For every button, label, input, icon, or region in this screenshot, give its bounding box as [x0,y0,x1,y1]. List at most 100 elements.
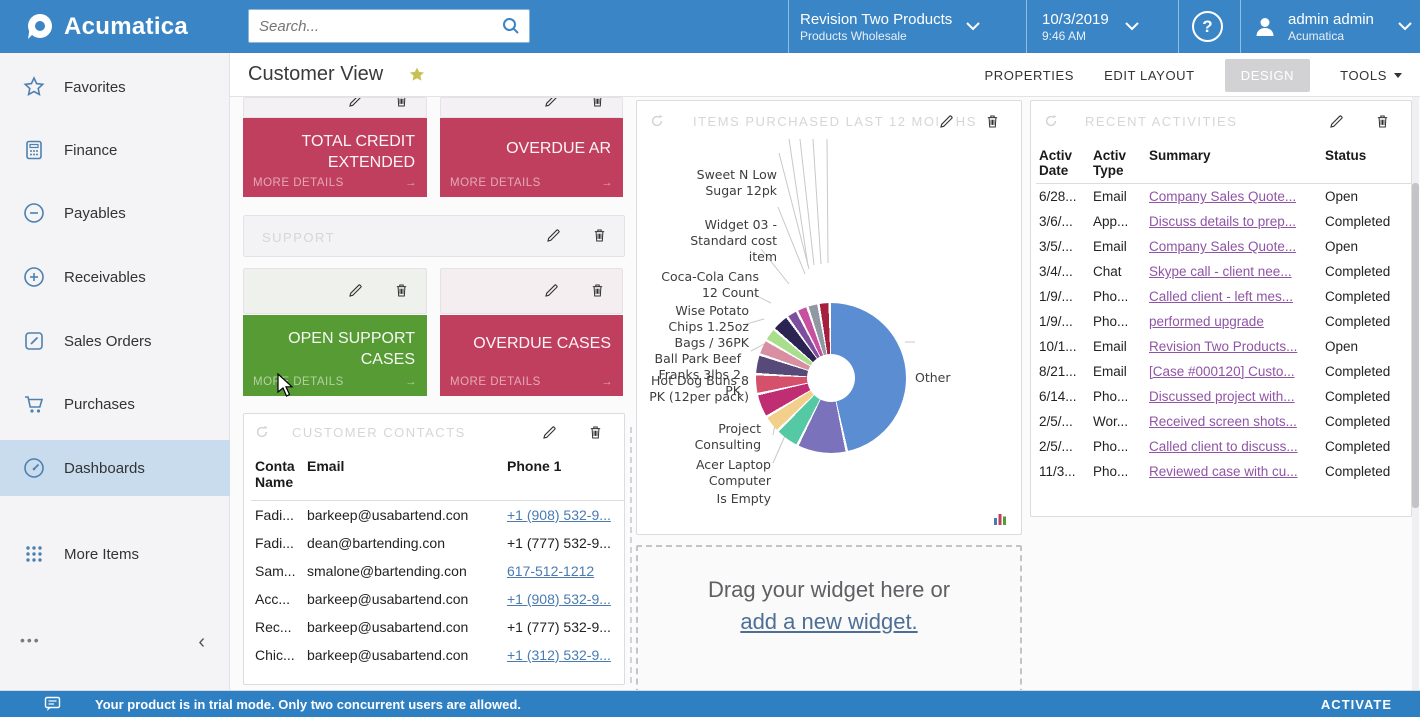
more-details-label: MORE DETAILS [450,177,541,189]
sidebar-collapse-button[interactable]: ‹ [198,631,205,653]
add-widget-dropzone[interactable]: Drag your widget here or add a new widge… [636,545,1022,690]
phone-link[interactable]: 617-512-1212 [507,563,595,579]
vertical-scrollbar-thumb[interactable] [1412,183,1419,508]
delete-widget-icon[interactable] [393,282,410,299]
summary-link[interactable]: Company Sales Quote... [1149,239,1297,254]
kpi-tile-overdue-cases[interactable]: OVERDUE CASES MORE DETAILS → [440,315,623,396]
edit-widget-icon[interactable] [545,227,562,244]
donut-chart[interactable] [756,303,906,453]
col-header-contact-name[interactable]: Conta Name [255,458,295,490]
sidebar-item-purchases[interactable]: Purchases [0,376,230,432]
delete-widget-icon[interactable] [589,282,606,299]
chart-type-icon[interactable] [993,512,1007,526]
company-branch: Products Wholesale [800,28,907,43]
activity-type-cell: App... [1093,214,1129,229]
sidebar-item-dashboards[interactable]: Dashboards [0,440,230,496]
phone-link[interactable]: +1 (312) 532-9... [507,647,611,663]
contact-phone-cell: +1 (312) 532-9... [503,641,624,669]
activity-row: 8/21... Email [Case #000120] Custo... Compl… [1036,359,1411,384]
refresh-icon[interactable] [1043,113,1059,129]
activity-type-cell: Email [1093,364,1127,379]
message-icon [44,696,61,711]
activity-row: 6/14... Pho... Discussed project with... Co… [1036,384,1411,409]
edit-layout-button[interactable]: EDIT LAYOUT [1104,67,1195,83]
activity-row: 6/28... Email Company Sales Quote... Open [1036,184,1411,210]
edit-widget-icon[interactable] [541,424,558,441]
add-new-widget-link[interactable]: add a new widget. [740,609,918,634]
summary-link[interactable]: Reviewed case with cu... [1149,464,1298,479]
search-input[interactable] [249,17,501,35]
more-details-link[interactable]: MORE DETAILS → [450,376,613,388]
summary-link[interactable]: Called client to discuss... [1149,439,1298,454]
edit-widget-icon[interactable] [938,113,955,130]
business-date-selector[interactable]: 10/3/2019 9:46 AM [1042,0,1139,53]
edit-widget-icon[interactable] [543,282,560,299]
refresh-icon[interactable] [254,424,270,440]
brand-name: Acumatica [64,12,189,40]
kpi-tile-open-support-cases[interactable]: OPEN SUPPORT CASES MORE DETAILS → [243,315,427,396]
activity-status-cell: Completed [1325,389,1391,404]
empty-grid-cell-edge [630,427,632,683]
sidebar-item-payables[interactable]: Payables [0,185,230,241]
delete-widget-icon[interactable] [589,97,606,109]
user-menu[interactable]: admin admin Acumatica [1252,0,1412,53]
activate-button[interactable]: ACTIVATE [1320,697,1392,712]
sidebar-item-favorites[interactable]: Favorites [0,59,230,115]
summary-link[interactable]: Discuss details to prep... [1149,214,1297,229]
summary-link[interactable]: Company Sales Quote... [1149,189,1297,204]
sidebar-item-label: Receivables [64,268,146,286]
more-details-link[interactable]: MORE DETAILS → [253,177,417,189]
contact-row: Chic... barkeep@usabartend.con +1 (312) 53… [251,641,624,669]
edit-widget-icon[interactable] [543,97,560,109]
properties-button[interactable]: PROPERTIES [984,67,1075,83]
col-header-status[interactable]: Status [1325,148,1367,163]
activity-type-cell: Pho... [1093,389,1129,404]
kpi-tile-overdue-ar[interactable]: OVERDUE AR MORE DETAILS → [440,118,623,197]
col-header-phone[interactable]: Phone 1 [507,458,562,474]
summary-link[interactable]: Called client - left mes... [1149,289,1294,304]
sidebar-item-receivables[interactable]: Receivables [0,249,230,305]
donut-hole [807,354,855,402]
col-header-activity-type[interactable]: Activ Type [1093,148,1127,178]
kpi-title: TOTAL CREDIT EXTENDED [301,133,416,171]
refresh-icon[interactable] [649,113,665,129]
sidebar-item-sales-orders[interactable]: Sales Orders [0,313,230,369]
edit-widget-icon[interactable] [347,282,364,299]
summary-link[interactable]: Received screen shots... [1149,414,1297,429]
phone-link[interactable]: +1 (908) 532-9... [507,507,611,523]
summary-link[interactable]: performed upgrade [1149,314,1264,329]
activities-header-row: Activ Date Activ Type Summary Status [1036,143,1411,184]
delete-widget-icon[interactable] [587,424,604,441]
more-details-link[interactable]: MORE DETAILS → [253,376,417,388]
delete-widget-icon[interactable] [1374,113,1391,130]
delete-widget-icon[interactable] [393,97,410,109]
edit-widget-icon[interactable] [347,97,364,109]
col-header-email[interactable]: Email [307,458,345,474]
delete-widget-icon[interactable] [984,113,1001,130]
minus-circle-icon [24,203,44,223]
sidebar-item-more-items[interactable]: More Items [0,526,230,582]
col-header-summary[interactable]: Summary [1149,148,1211,163]
company-selector[interactable]: Revision Two Products Products Wholesale [800,0,981,53]
design-button[interactable]: DESIGN [1224,58,1311,92]
edit-widget-icon[interactable] [1328,113,1345,130]
more-details-label: MORE DETAILS [253,376,344,388]
sidebar-more-button[interactable]: ••• [20,632,41,648]
summary-link[interactable]: Skype call - client nee... [1149,264,1292,279]
sidebar-item-finance[interactable]: Finance [0,122,230,178]
tools-button[interactable]: TOOLS [1340,68,1402,83]
more-details-link[interactable]: MORE DETAILS → [450,177,613,189]
delete-widget-icon[interactable] [591,227,608,244]
favorite-star-icon[interactable] [408,66,426,84]
help-icon[interactable]: ? [1192,11,1223,42]
kpi-tile-total-credit-extended[interactable]: TOTAL CREDIT EXTENDED MORE DETAILS → [243,118,427,197]
acumatica-logo[interactable]: Acumatica [0,0,230,53]
summary-link[interactable]: Revision Two Products... [1149,339,1298,354]
search-icon[interactable] [501,16,521,36]
phone-link[interactable]: +1 (908) 532-9... [507,591,611,607]
widget-support-collapsed: SUPPORT [243,215,625,257]
summary-link[interactable]: [Case #000120] Custo... [1149,364,1295,379]
activity-type-cell: Email [1093,239,1127,254]
col-header-activity-date[interactable]: Activ Date [1039,148,1073,178]
summary-link[interactable]: Discussed project with... [1149,389,1295,404]
